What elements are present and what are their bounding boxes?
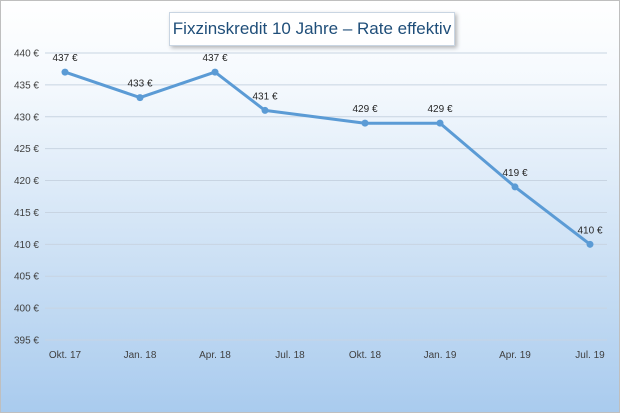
- series-line: [63, 70, 592, 246]
- y-tick-label: 400 €: [14, 304, 39, 315]
- x-tick-label: Jan. 19: [424, 350, 457, 361]
- y-tick-label: 425 €: [14, 144, 39, 155]
- data-points: [61, 68, 594, 248]
- data-label: 431 €: [252, 91, 277, 102]
- x-tick-label: Jan. 18: [124, 350, 157, 361]
- data-point: [211, 68, 219, 76]
- x-axis-ticks: Okt. 17 Jan. 18 Apr. 18 Jul. 18 Okt. 18 Jan. …: [49, 350, 605, 361]
- x-tick-label: Apr. 18: [199, 350, 231, 361]
- data-label: 419 €: [502, 168, 527, 179]
- y-tick-label: 415 €: [14, 208, 39, 219]
- data-point: [136, 94, 144, 102]
- x-tick-label: Okt. 17: [49, 350, 82, 361]
- y-tick-label: 430 €: [14, 112, 39, 123]
- data-label: 433 €: [127, 79, 152, 90]
- y-axis-ticks: 440 € 435 € 430 € 425 € 420 € 415 € 410 € 405 €…: [14, 49, 39, 347]
- x-tick-label: Apr. 19: [499, 350, 531, 361]
- x-tick-label: Okt. 18: [349, 350, 382, 361]
- data-point: [511, 183, 519, 191]
- y-tick-label: 405 €: [14, 272, 39, 283]
- data-label: 429 €: [352, 104, 377, 115]
- gridlines: [45, 52, 607, 341]
- y-tick-label: 420 €: [14, 176, 39, 187]
- data-point: [361, 119, 369, 127]
- y-tick-label: 410 €: [14, 240, 39, 251]
- chart-title: Fixzinskredit 10 Jahre – Rate effektiv: [169, 12, 455, 46]
- y-tick-label: 435 €: [14, 80, 39, 91]
- data-point: [61, 68, 69, 76]
- data-point: [586, 240, 594, 248]
- data-label: 410 €: [577, 225, 602, 236]
- data-label: 437 €: [202, 53, 227, 64]
- x-tick-label: Jul. 18: [275, 350, 305, 361]
- data-point: [261, 106, 269, 114]
- data-label: 437 €: [52, 53, 77, 64]
- data-point: [436, 119, 444, 127]
- y-tick-label: 440 €: [14, 49, 39, 60]
- y-tick-label: 395 €: [14, 336, 39, 347]
- x-tick-label: Jul. 19: [575, 350, 605, 361]
- data-label: 429 €: [427, 104, 452, 115]
- data-labels: 437 € 433 € 437 € 431 € 429 € 429 € 419 € 410 €: [52, 53, 602, 236]
